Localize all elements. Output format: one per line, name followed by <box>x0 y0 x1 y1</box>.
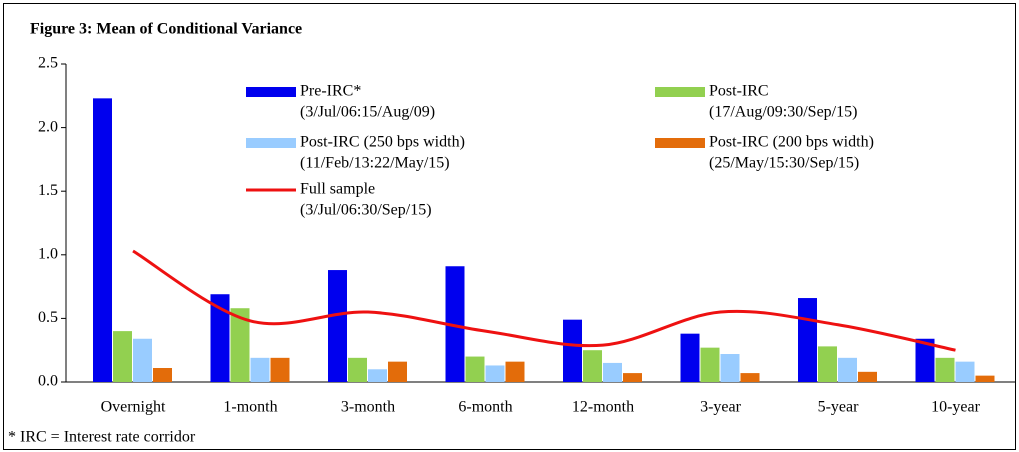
bar <box>700 347 720 382</box>
legend-label: Post-IRC (250 bps width) <box>300 134 465 151</box>
bar <box>133 338 152 382</box>
bar <box>955 361 975 382</box>
legend-swatch <box>246 138 296 148</box>
x-tick-label: 10-year <box>931 399 981 416</box>
bar <box>563 319 582 382</box>
bar <box>915 338 935 382</box>
bar <box>270 357 290 382</box>
bar <box>93 98 112 383</box>
legend-label: Full sample <box>300 181 375 198</box>
bar <box>975 375 995 382</box>
legend-period: (3/Jul/06:15/Aug/09) <box>300 104 435 121</box>
bar <box>388 361 407 382</box>
bar <box>838 357 857 382</box>
bar <box>250 357 270 382</box>
bar <box>113 331 132 382</box>
bar <box>153 368 172 382</box>
bar <box>230 308 250 382</box>
bar <box>465 356 485 382</box>
x-tick-label: 6-month <box>458 399 512 416</box>
y-tick-label: 2.0 <box>38 118 58 135</box>
legend-swatch <box>655 87 705 97</box>
legend-swatch <box>246 87 296 97</box>
x-tick-label: 3-year <box>700 399 742 416</box>
y-tick-label: 2.5 <box>38 55 58 72</box>
legend-period: (11/Feb/13:22/May/15) <box>300 155 450 172</box>
y-tick-label: 0.5 <box>38 309 58 326</box>
legend-period: (17/Aug/09:30/Sep/15) <box>709 104 857 121</box>
bar <box>583 350 602 382</box>
legend-swatch <box>655 138 705 148</box>
bar <box>858 371 877 382</box>
bar <box>798 298 817 382</box>
x-tick-label: 5-year <box>818 399 860 416</box>
line-series <box>132 249 956 352</box>
bar <box>210 294 230 382</box>
legend-label: Post-IRC (200 bps width) <box>709 134 874 151</box>
bar <box>680 333 700 382</box>
footnote: * IRC = Interest rate corridor <box>8 429 196 446</box>
y-tick-label: 1.5 <box>38 182 58 199</box>
y-tick-label: 0.0 <box>38 373 58 390</box>
y-tick-label: 1.0 <box>38 245 58 262</box>
bar <box>368 369 387 382</box>
chart-title: Figure 3: Mean of Conditional Variance <box>30 21 302 38</box>
frame <box>3 3 1016 450</box>
bar <box>445 266 465 382</box>
legend-period: (3/Jul/06:30/Sep/15) <box>300 202 432 219</box>
x-tick-label: Overnight <box>101 399 166 416</box>
legend-label: Pre-IRC* <box>300 83 361 100</box>
x-tick-label: 12-month <box>572 399 634 416</box>
bar <box>623 373 642 382</box>
bar <box>603 362 622 382</box>
bar <box>818 346 837 382</box>
bar <box>348 357 367 382</box>
x-tick-label: 1-month <box>223 399 277 416</box>
legend-label: Post-IRC <box>709 83 769 100</box>
x-tick-label: 3-month <box>341 399 395 416</box>
bar <box>935 357 955 382</box>
bar <box>740 373 760 382</box>
legend-period: (25/May/15:30/Sep/15) <box>709 155 859 172</box>
bar <box>720 354 740 382</box>
bar <box>485 365 505 382</box>
bar <box>328 270 347 382</box>
bar <box>505 361 525 382</box>
